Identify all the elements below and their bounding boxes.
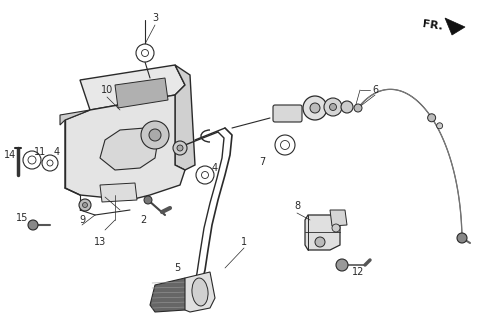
Circle shape <box>340 101 352 113</box>
Polygon shape <box>304 215 339 250</box>
Text: 2: 2 <box>139 215 146 225</box>
Circle shape <box>144 196 151 204</box>
Text: 12: 12 <box>351 267 363 277</box>
Circle shape <box>456 233 466 243</box>
Circle shape <box>353 104 361 112</box>
Text: 1: 1 <box>241 237 246 247</box>
Circle shape <box>47 160 53 166</box>
Polygon shape <box>150 278 190 312</box>
Polygon shape <box>100 183 136 202</box>
Circle shape <box>173 141 187 155</box>
Text: 7: 7 <box>258 157 265 167</box>
Text: 8: 8 <box>293 201 300 211</box>
Polygon shape <box>100 128 158 170</box>
Text: 11: 11 <box>34 147 46 157</box>
Polygon shape <box>175 65 195 170</box>
Text: 15: 15 <box>16 213 28 223</box>
Circle shape <box>274 135 294 155</box>
Circle shape <box>436 123 442 129</box>
Text: FR.: FR. <box>421 19 443 31</box>
Circle shape <box>314 237 324 247</box>
FancyBboxPatch shape <box>272 105 302 122</box>
Circle shape <box>309 103 319 113</box>
Circle shape <box>28 156 36 164</box>
Text: 5: 5 <box>174 263 180 273</box>
Text: 3: 3 <box>151 13 158 23</box>
Circle shape <box>196 166 213 184</box>
Polygon shape <box>60 110 90 125</box>
Circle shape <box>82 203 87 207</box>
Circle shape <box>332 224 339 232</box>
Text: 14: 14 <box>4 150 16 160</box>
Text: 13: 13 <box>94 237 106 247</box>
Circle shape <box>427 114 435 122</box>
Polygon shape <box>65 95 184 200</box>
Circle shape <box>201 172 208 179</box>
Polygon shape <box>80 65 184 110</box>
Polygon shape <box>115 78 167 108</box>
Circle shape <box>329 103 336 110</box>
Circle shape <box>177 145 182 151</box>
Text: 4: 4 <box>212 163 218 173</box>
Circle shape <box>141 121 168 149</box>
Text: 6: 6 <box>371 85 378 95</box>
Text: 10: 10 <box>101 85 113 95</box>
Polygon shape <box>329 210 346 226</box>
Circle shape <box>42 155 58 171</box>
Circle shape <box>335 259 348 271</box>
Polygon shape <box>444 18 464 35</box>
Circle shape <box>136 44 154 62</box>
Circle shape <box>149 129 161 141</box>
Polygon shape <box>184 272 214 312</box>
Circle shape <box>28 220 38 230</box>
Circle shape <box>280 140 289 149</box>
Text: 4: 4 <box>54 147 60 157</box>
Ellipse shape <box>192 278 208 306</box>
Circle shape <box>23 151 41 169</box>
Circle shape <box>79 199 91 211</box>
Circle shape <box>323 98 341 116</box>
Circle shape <box>302 96 326 120</box>
Circle shape <box>141 50 148 57</box>
Text: 9: 9 <box>79 215 85 225</box>
